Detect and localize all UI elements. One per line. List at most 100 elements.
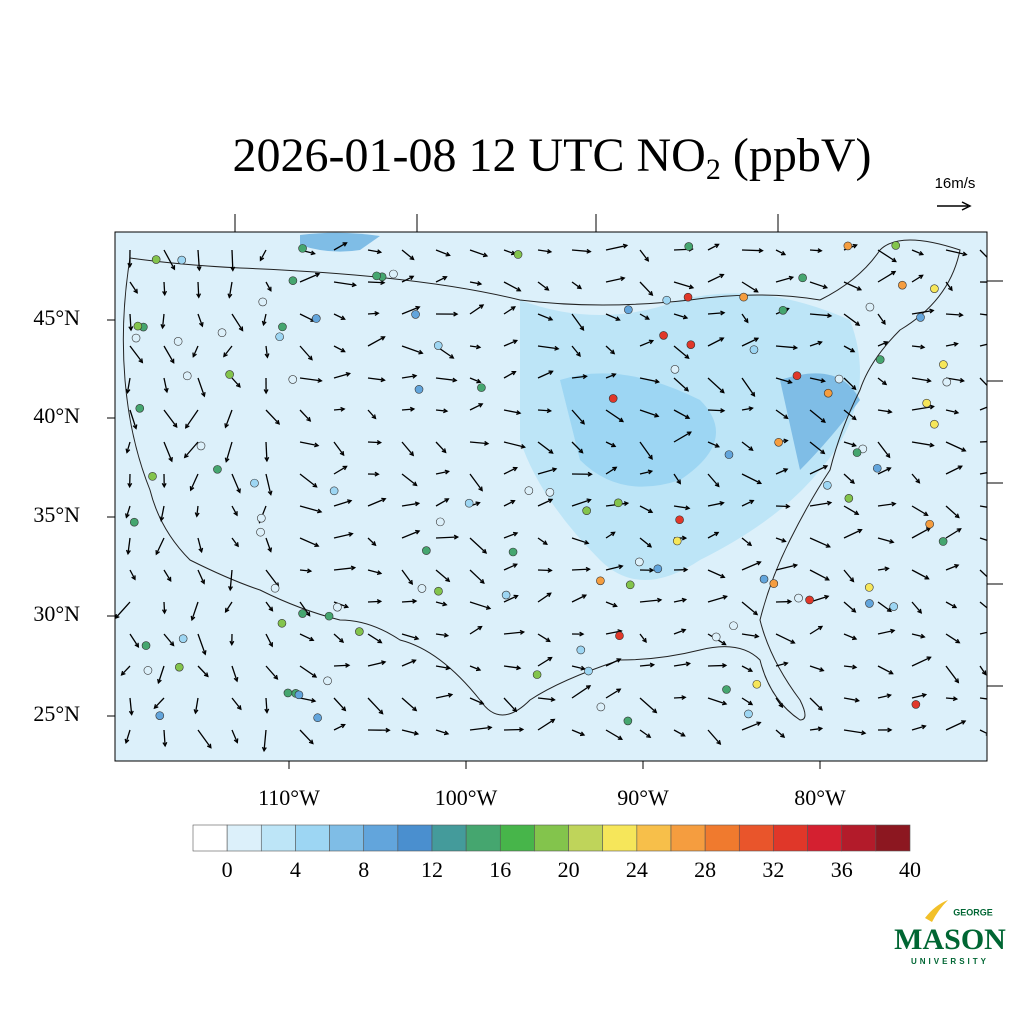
station (853, 449, 861, 457)
wind-arrow (742, 250, 762, 251)
colorbar-label: 20 (558, 857, 580, 882)
colorbar-label: 12 (421, 857, 443, 882)
station (330, 487, 338, 495)
wind-arrow (572, 569, 590, 570)
colorbar-label: 0 (222, 857, 233, 882)
title-main: 2026-01-08 12 UTC NO (233, 129, 706, 182)
station (509, 548, 517, 556)
station (917, 313, 925, 321)
station (257, 514, 265, 522)
station (149, 472, 157, 480)
colorbar-box (808, 825, 842, 851)
station (939, 537, 947, 545)
station (525, 487, 533, 495)
station (415, 385, 423, 393)
wind-arrow-head (991, 611, 995, 615)
station (278, 323, 286, 331)
colorbar-box (876, 825, 910, 851)
station (132, 334, 140, 342)
station (422, 547, 430, 555)
station (355, 628, 363, 636)
station (624, 717, 632, 725)
wind-reference-label: 16m/s (935, 175, 976, 192)
wind-arrow-head (991, 341, 995, 345)
station (676, 516, 684, 524)
station (876, 356, 884, 364)
station (276, 333, 284, 341)
station (823, 481, 831, 489)
colorbar-box (466, 825, 500, 851)
colorbar-label: 40 (899, 857, 921, 882)
wind-arrow-head (996, 542, 1000, 546)
station (434, 587, 442, 595)
station (389, 270, 397, 278)
colorbar-box (398, 825, 432, 851)
station (873, 464, 881, 472)
station (943, 378, 951, 386)
station (760, 575, 768, 583)
station (436, 518, 444, 526)
station (597, 703, 605, 711)
station (844, 242, 852, 250)
logo: GEORGE MASON UNIVERSITY (894, 900, 1006, 966)
station (179, 635, 187, 643)
colorbar-box (432, 825, 466, 851)
station (730, 622, 738, 630)
station (866, 303, 874, 311)
station (740, 293, 748, 301)
colorbar-label: 28 (694, 857, 716, 882)
station (939, 361, 947, 369)
logo-flame (925, 900, 948, 922)
colorbar-box (330, 825, 364, 851)
wind-arrow (708, 410, 724, 411)
colorbar-box (842, 825, 876, 851)
station (795, 594, 803, 602)
station (289, 277, 297, 285)
station (174, 337, 182, 345)
colorbar-box (193, 825, 227, 851)
station (324, 677, 332, 685)
colorbar-label: 8 (358, 857, 369, 882)
colorbar-box (739, 825, 773, 851)
station (615, 632, 623, 640)
station (725, 451, 733, 459)
station (806, 596, 814, 604)
station (136, 404, 144, 412)
station (250, 479, 258, 487)
station (890, 603, 898, 611)
station (722, 686, 730, 694)
station (175, 663, 183, 671)
colorbar-box (603, 825, 637, 851)
colorbar-box (569, 825, 603, 851)
station (744, 710, 752, 718)
lat-label: 30°N (33, 601, 80, 626)
station (314, 714, 322, 722)
station (753, 680, 761, 688)
station (156, 712, 164, 720)
station (799, 274, 807, 282)
station (624, 306, 632, 314)
lon-label: 110°W (258, 785, 320, 810)
station (502, 591, 510, 599)
wind-arrow-head (996, 507, 1000, 511)
station (685, 242, 693, 250)
station (779, 306, 787, 314)
station (477, 384, 485, 392)
station (712, 633, 720, 641)
station (845, 494, 853, 502)
wind-arrow-head (990, 260, 994, 264)
colorbar-label: 32 (762, 857, 784, 882)
station (465, 499, 473, 507)
lat-label: 40°N (33, 403, 80, 428)
station (226, 370, 234, 378)
colorbar-box (671, 825, 705, 851)
colorbar-label: 16 (489, 857, 511, 882)
wind-arrow-head (988, 387, 992, 391)
colorbar-label: 36 (831, 857, 853, 882)
lat-label: 25°N (33, 701, 80, 726)
station (835, 375, 843, 383)
station (596, 577, 604, 585)
station (663, 296, 671, 304)
colorbar-box (534, 825, 568, 851)
